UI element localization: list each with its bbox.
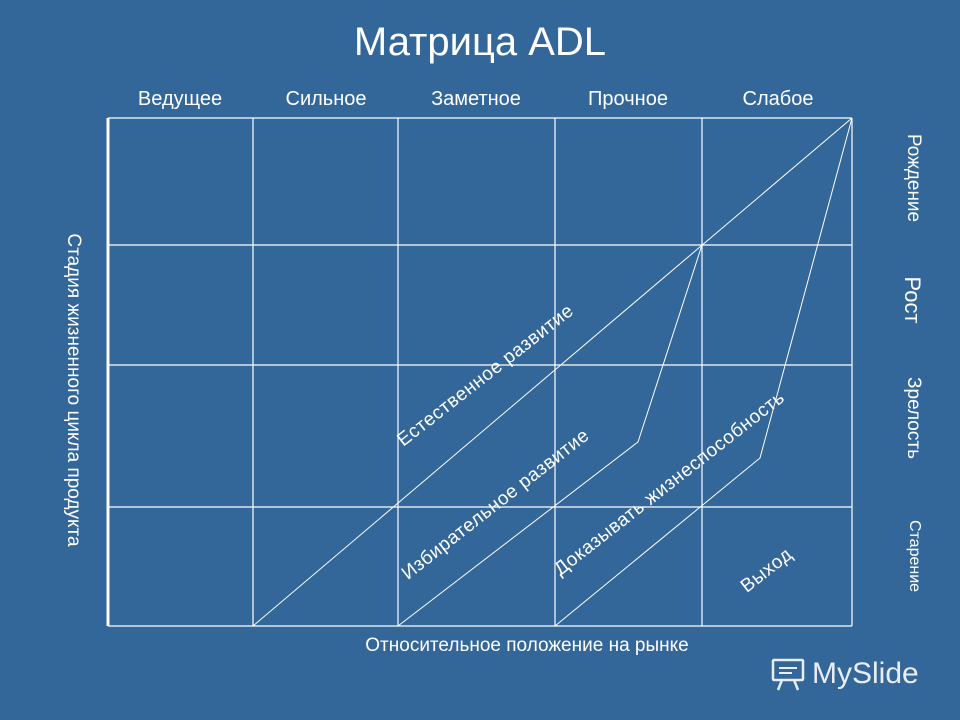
column-header-firm: Прочное	[588, 88, 668, 110]
boundary-selective	[397, 244, 703, 627]
boundary-natural	[252, 117, 853, 627]
presentation-board-icon	[771, 658, 805, 691]
column-header-strong: Сильное	[285, 88, 367, 110]
column-header-weak: Слабое	[742, 88, 814, 110]
watermark-text: MySlide	[812, 657, 919, 690]
x-axis-label: Относительное положение на рынке	[365, 635, 689, 656]
stage-label-growth: Рост	[900, 276, 925, 324]
column-header-notable: Заметное	[431, 88, 521, 110]
watermark-logo: MySlide	[770, 654, 919, 694]
stage-label-birth: Рождение	[903, 133, 924, 223]
column-header-leading: Ведущее	[137, 88, 223, 110]
boundary-viability	[554, 117, 853, 627]
page-title: Матрица ADL	[353, 20, 607, 64]
y-axis-label: Стадия жизненного цикла продукта	[63, 233, 84, 547]
stage-label-aging: Старение	[906, 519, 923, 593]
stage-label-maturity: Зрелость	[903, 377, 924, 459]
